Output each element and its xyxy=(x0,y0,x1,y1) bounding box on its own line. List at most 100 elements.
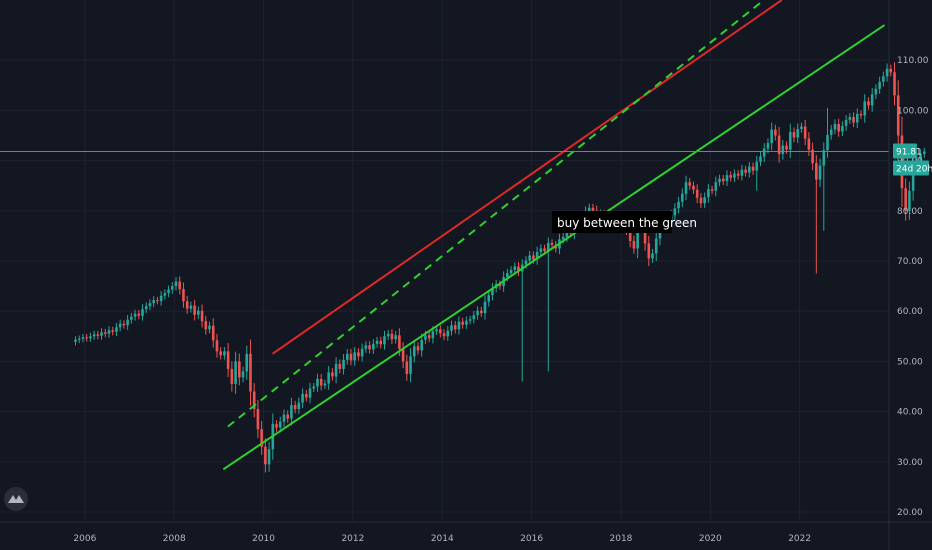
candle-body xyxy=(729,175,733,178)
candle-body xyxy=(517,266,520,272)
candle-body xyxy=(762,148,766,157)
candle xyxy=(394,331,397,344)
candle xyxy=(241,366,245,383)
candle-body xyxy=(707,189,710,198)
candle xyxy=(774,124,777,141)
candle-body xyxy=(167,289,170,294)
candle xyxy=(327,366,330,390)
candle-body xyxy=(141,309,144,316)
candle xyxy=(922,147,926,158)
candle xyxy=(390,329,394,344)
candle-body xyxy=(319,378,323,386)
candle xyxy=(275,420,278,432)
candle xyxy=(736,170,740,180)
candle xyxy=(647,235,651,267)
candle xyxy=(815,155,818,274)
candle xyxy=(476,306,479,320)
tradingview-logo-button[interactable] xyxy=(4,487,28,511)
candle xyxy=(688,178,692,190)
candle-body xyxy=(781,145,785,155)
candle xyxy=(133,309,137,321)
candle xyxy=(885,63,889,82)
candle-body xyxy=(394,335,397,340)
y-tick-label: 100.00 xyxy=(897,106,929,116)
candle xyxy=(867,97,870,110)
candle-body xyxy=(546,242,550,251)
trend-line[interactable] xyxy=(271,0,783,355)
candle-body xyxy=(509,270,513,274)
candle-body xyxy=(197,310,200,315)
candle xyxy=(77,335,81,344)
candle-body xyxy=(234,361,237,384)
candle-body xyxy=(342,359,345,369)
candle xyxy=(651,248,654,264)
candle-body xyxy=(699,197,703,204)
candle xyxy=(818,158,822,187)
candle-body xyxy=(245,353,249,372)
trend-line[interactable] xyxy=(227,0,765,428)
candle-body xyxy=(818,165,822,180)
candle-body xyxy=(885,68,889,77)
annotation-box[interactable]: buy between the green xyxy=(552,211,697,233)
candle xyxy=(491,282,494,301)
candle-body xyxy=(185,301,189,309)
candle xyxy=(893,62,896,106)
candle xyxy=(122,320,126,329)
candle-body xyxy=(144,306,148,310)
candle-body xyxy=(360,348,364,357)
candle xyxy=(245,345,249,380)
candle-body xyxy=(301,394,304,403)
x-axis[interactable]: 2006 2008 2010 2012 2014 2016 2018 2020 2022 xyxy=(0,521,932,544)
candle xyxy=(349,348,353,366)
candle-body xyxy=(424,335,427,340)
candle-body xyxy=(703,197,706,204)
candle xyxy=(167,285,170,298)
candle-body xyxy=(383,336,386,345)
candle-body xyxy=(911,167,915,191)
grid-lines xyxy=(0,0,889,522)
candle-body xyxy=(122,323,126,326)
candle-body xyxy=(681,193,684,202)
candle xyxy=(130,312,133,324)
candle-body xyxy=(74,339,77,342)
candle-body xyxy=(152,300,155,304)
candle-body xyxy=(115,327,118,332)
candle-body xyxy=(535,251,539,260)
candle xyxy=(375,336,379,348)
candle xyxy=(342,354,345,375)
candle xyxy=(89,332,92,342)
candle xyxy=(848,113,852,124)
candle-body xyxy=(837,123,840,132)
candle xyxy=(156,296,159,305)
candle-body xyxy=(386,333,390,337)
candle-body xyxy=(338,363,342,369)
candle-body xyxy=(807,138,811,150)
candle xyxy=(111,326,115,336)
candle xyxy=(457,316,461,335)
x-tick-label: 2018 xyxy=(610,534,633,544)
candle-body xyxy=(264,446,267,465)
candle xyxy=(759,152,762,167)
candle xyxy=(264,438,267,473)
candle-body xyxy=(349,353,353,361)
candle-body xyxy=(587,207,591,212)
candle xyxy=(223,347,226,360)
candle-body xyxy=(882,76,885,82)
y-tick-label: 50.00 xyxy=(897,357,923,367)
candle-body xyxy=(643,228,647,244)
candle-body xyxy=(427,335,431,339)
trend-line[interactable] xyxy=(222,24,886,471)
candle-body xyxy=(919,154,922,161)
candle xyxy=(256,400,260,439)
candle xyxy=(882,71,885,87)
candle-body xyxy=(472,315,476,320)
candle xyxy=(386,330,390,341)
candle-body xyxy=(893,72,896,96)
candle xyxy=(483,295,487,320)
candle-body xyxy=(796,128,800,138)
candle-body xyxy=(267,449,271,465)
candle xyxy=(353,346,357,366)
candle xyxy=(439,325,442,338)
x-tick-label: 2012 xyxy=(341,534,364,544)
candle xyxy=(293,400,297,414)
